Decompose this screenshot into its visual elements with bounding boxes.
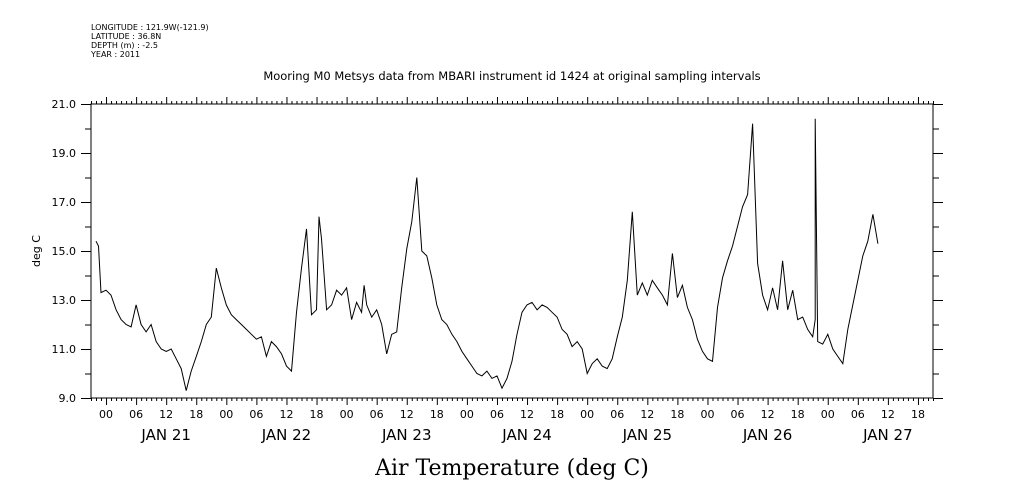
axis-ticks — [81, 97, 943, 405]
x-day-label: JAN 25 — [622, 426, 673, 444]
x-hour-label: 00 — [700, 408, 714, 421]
y-tick-label: 19.0 — [52, 147, 77, 160]
x-hour-label: 18 — [310, 408, 324, 421]
x-hour-label: 18 — [189, 408, 203, 421]
chart-title: Mooring M0 Metsys data from MBARI instru… — [263, 69, 760, 83]
plot-frame — [90, 103, 934, 399]
x-day-label: JAN 24 — [501, 426, 552, 444]
y-tick-label: 9.0 — [59, 392, 77, 405]
x-hour-label: 06 — [610, 408, 624, 421]
series-line-air-temperature — [95, 118, 879, 391]
x-hour-label: 00 — [219, 408, 233, 421]
x-hour-label: 06 — [129, 408, 143, 421]
x-hour-label: 18 — [550, 408, 564, 421]
x-hour-label: 12 — [881, 408, 895, 421]
x-hour-label: 12 — [400, 408, 414, 421]
x-hour-label: 12 — [640, 408, 654, 421]
y-tick-label: 11.0 — [52, 343, 77, 356]
y-tick-label: 15.0 — [52, 245, 77, 258]
x-hour-label: 00 — [580, 408, 594, 421]
x-hour-label: 06 — [249, 408, 263, 421]
x-hour-label: 12 — [520, 408, 534, 421]
x-hour-label: 00 — [99, 408, 113, 421]
x-hour-label: 00 — [821, 408, 835, 421]
x-hour-label: 18 — [911, 408, 925, 421]
year-label: YEAR : 2011 — [91, 50, 141, 59]
x-tick-labels: 00 06 12 18 00 06 12 18 00 06 12 18 00 06 12 18 00 06 12 18… — [99, 408, 925, 444]
longitude-label: LONGITUDE : 121.9W(-121.9) — [91, 23, 209, 32]
x-hour-label: 06 — [731, 408, 745, 421]
x-hour-label: 18 — [670, 408, 684, 421]
y-tick-label: 13.0 — [52, 294, 77, 307]
x-axis-label: Air Temperature (deg C) — [374, 456, 649, 481]
x-hour-label: 00 — [460, 408, 474, 421]
y-tick-label: 21.0 — [52, 98, 77, 111]
x-hour-label: 12 — [159, 408, 173, 421]
x-day-label: JAN 21 — [140, 426, 191, 444]
x-hour-label: 00 — [340, 408, 354, 421]
y-tick-labels: 9.0 11.0 13.0 15.0 17.0 19.0 21.0 — [52, 98, 77, 405]
x-day-label: JAN 23 — [381, 426, 432, 444]
x-day-label: JAN 22 — [261, 426, 312, 444]
x-day-label: JAN 26 — [742, 426, 793, 444]
x-hour-label: 18 — [430, 408, 444, 421]
x-hour-label: 06 — [490, 408, 504, 421]
depth-label: DEPTH (m) : -2.5 — [91, 41, 158, 50]
x-hour-label: 12 — [761, 408, 775, 421]
x-hour-label: 18 — [791, 408, 805, 421]
x-hour-label: 12 — [279, 408, 293, 421]
x-hour-label: 06 — [851, 408, 865, 421]
x-hour-label: 06 — [370, 408, 384, 421]
latitude-label: LATITUDE : 36.8N — [91, 32, 162, 41]
y-tick-label: 17.0 — [52, 196, 77, 209]
y-axis-label: deg C — [30, 235, 43, 267]
x-day-label: JAN 27 — [862, 426, 913, 444]
